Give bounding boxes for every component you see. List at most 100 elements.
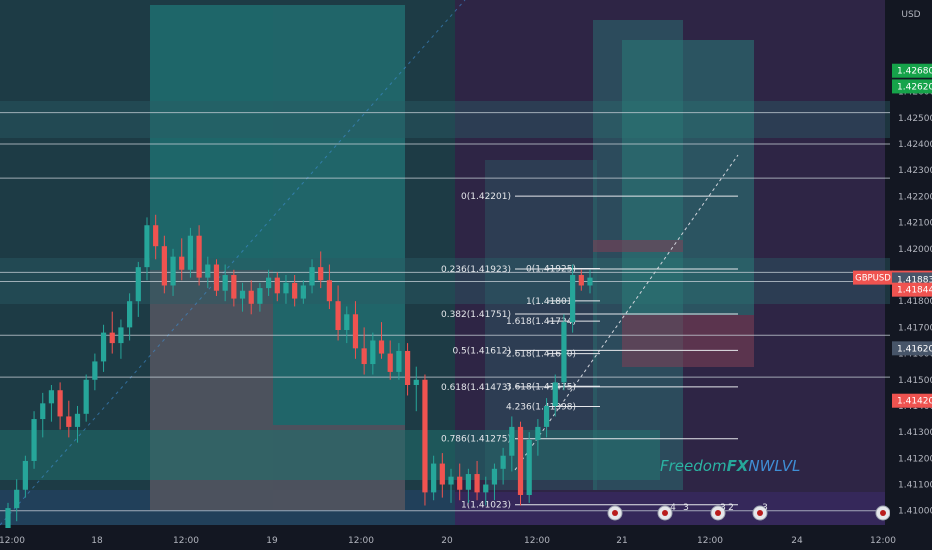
- candle-body: [587, 277, 593, 286]
- fib-level-label: 0.236(1.41923): [441, 265, 511, 275]
- price-tick-label: 1.41000: [898, 507, 932, 517]
- fib-ext-label: 2.618(1.41600): [506, 350, 576, 360]
- flag-event-icon-center: [612, 510, 618, 516]
- candle-body: [387, 353, 393, 372]
- event-count: 3: [720, 503, 726, 513]
- price-tick-label: 1.42500: [898, 114, 932, 124]
- fibonacci-retracement: 0(1.42201) 0.236(1.41923) 0.382(1.41751) 0.…: [441, 192, 738, 511]
- price-marker: [892, 341, 932, 356]
- candle-body: [92, 361, 98, 380]
- projection-line-dashed: [514, 154, 739, 471]
- entry-red-zone: [593, 240, 683, 252]
- candle-body: [326, 280, 333, 302]
- candle-body: [57, 390, 63, 417]
- watermark-part2: FX: [726, 457, 749, 475]
- candle-body: [318, 267, 324, 281]
- price-axis[interactable]: USD1.409001.410001.411001.412001.413001.…: [853, 0, 932, 543]
- candle-body: [448, 476, 454, 485]
- candle-body: [153, 225, 159, 247]
- symbol-tag-label: GBPUSD: [855, 274, 891, 284]
- candle-body: [578, 275, 584, 286]
- fib-ext-label: 1(1.41801): [526, 297, 576, 307]
- flag-event-icon-center: [757, 510, 763, 516]
- candle-body: [231, 275, 237, 299]
- time-tick-label: 12:00: [348, 536, 374, 546]
- candle-body: [83, 379, 89, 414]
- candle-body: [48, 390, 55, 404]
- band-upper: [0, 101, 890, 138]
- price-tick-label: 1.41800: [898, 297, 932, 307]
- candle-body: [187, 235, 194, 270]
- candle-body: [361, 348, 367, 365]
- price-tick-label: 1.42300: [898, 166, 932, 176]
- event-count: 3: [683, 503, 689, 513]
- candle-body: [570, 275, 576, 323]
- candle-body: [500, 455, 506, 469]
- candle-body: [483, 484, 489, 493]
- watermark-part3: NWLVL: [748, 457, 801, 475]
- candle-body: [543, 405, 550, 427]
- candle-body: [161, 246, 167, 286]
- candle-body: [265, 277, 272, 289]
- fib-level-label: 0.5(1.41612): [452, 346, 511, 356]
- time-tick-label: 24: [791, 536, 803, 546]
- trend-line-dashed: [0, 0, 466, 526]
- candle-body: [535, 426, 541, 440]
- price-tick-label: 1.41200: [898, 454, 932, 464]
- candle-body: [404, 350, 411, 385]
- candle-body: [474, 474, 480, 493]
- candle-body: [378, 340, 385, 354]
- candle-body: [118, 327, 124, 344]
- time-tick-label: 12:00: [0, 536, 25, 546]
- price-marker-label: 1.42680: [897, 67, 932, 77]
- event-count: 2: [728, 503, 734, 513]
- fib-ext-label: 3.618(1.41475): [506, 382, 576, 392]
- price-marker-label: 1.42620: [897, 82, 932, 92]
- candle-body: [109, 332, 115, 344]
- time-axis[interactable]: 12:00 18 12:00 19 12:00 20 12:00 21 12:00 24 12:00: [0, 528, 932, 550]
- price-tick-label: 1.41700: [898, 323, 932, 333]
- candle-body: [457, 476, 463, 490]
- candle-body: [248, 290, 254, 304]
- price-marker: [892, 393, 932, 408]
- time-tick-label: 18: [91, 536, 103, 546]
- candle-body: [144, 225, 150, 268]
- price-tick-label: 1.42200: [898, 192, 932, 202]
- candle-body: [283, 282, 289, 294]
- candle-body: [292, 282, 298, 299]
- candle-body: [205, 264, 211, 278]
- candle-body: [517, 426, 524, 495]
- fib-ext-label: 4.236(1.41398): [506, 402, 576, 412]
- candle-body: [14, 489, 20, 509]
- price-tick-label: 1.41500: [898, 376, 932, 386]
- candle-body: [74, 413, 81, 427]
- background-zones: [0, 0, 890, 526]
- time-tick-label: 19: [266, 536, 278, 546]
- price-tick-label: 1.41100: [898, 481, 932, 491]
- candle-body: [561, 322, 567, 383]
- flag-event-icon-center: [715, 510, 721, 516]
- fib-level-label: 0(1.42201): [461, 192, 511, 202]
- candle-body: [135, 267, 141, 302]
- candle-body: [31, 419, 37, 461]
- currency-label: USD: [901, 10, 920, 20]
- watermark-part1: Freedom: [660, 457, 727, 475]
- fib-level-label: 1(1.41023): [461, 501, 511, 511]
- candle-body: [309, 267, 315, 286]
- time-tick-label: 12:00: [524, 536, 550, 546]
- flag-event-icon-center: [880, 510, 886, 516]
- candlesticks: [5, 214, 593, 543]
- price-marker-label: 1.41844: [897, 286, 932, 296]
- time-tick-label: 12:00: [697, 536, 723, 546]
- fib-level-label: 0.382(1.41751): [441, 310, 511, 320]
- candle-body: [300, 285, 306, 299]
- candle-body: [439, 463, 445, 485]
- fib-ext-label: 1.618(1.41724): [506, 317, 576, 327]
- horizontal-levels: [0, 112, 890, 512]
- fib-level-label: 0.618(1.41473): [441, 383, 511, 393]
- price-marker: [892, 63, 932, 78]
- candle-body: [239, 290, 246, 299]
- candle-body: [422, 379, 428, 493]
- target-red-zone: [622, 315, 754, 367]
